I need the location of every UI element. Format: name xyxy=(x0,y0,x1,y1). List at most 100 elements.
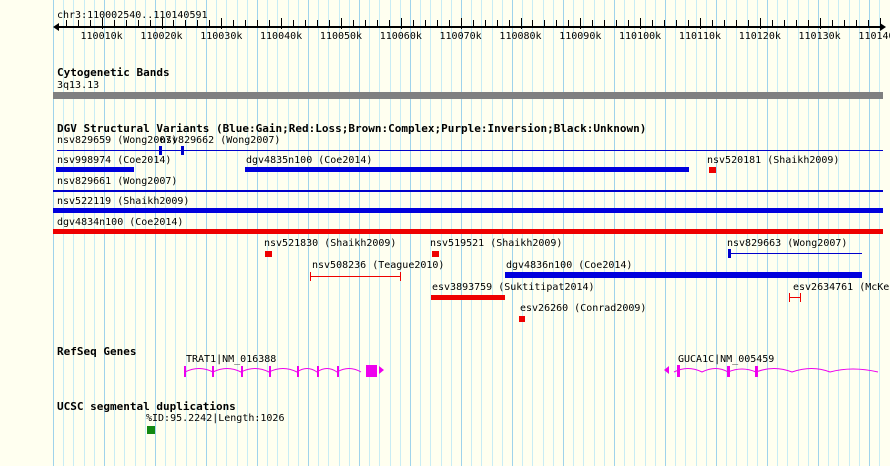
ruler-tick-label: 110070k xyxy=(439,31,482,42)
segdup-feature-block[interactable] xyxy=(147,426,155,434)
ruler-tick-major xyxy=(101,18,103,29)
ruler-tick-minor xyxy=(448,20,450,27)
cytoband-bar[interactable] xyxy=(53,92,883,99)
dgv-feature-label-esv2634761[interactable]: esv2634761 (McKe xyxy=(793,282,890,293)
ruler-tick-minor xyxy=(771,20,773,27)
dgv-feature-label-esv26260[interactable]: esv26260 (Conrad2009) xyxy=(520,303,647,314)
dgv-feature-bar-nsv522119[interactable] xyxy=(53,208,883,213)
dgv-feature-label-nsv829661[interactable]: nsv829661 (Wong2007) xyxy=(57,176,178,187)
ruler-tick-minor xyxy=(855,20,857,27)
ruler-tick-label: 110050k xyxy=(319,31,363,42)
ruler-tick-minor xyxy=(352,20,354,27)
ruler-tick-major xyxy=(879,18,881,29)
ruler-tick-minor xyxy=(185,20,187,27)
refseq-exon-trat1-3[interactable] xyxy=(241,366,243,377)
ruler-tick-minor xyxy=(484,20,486,27)
dgv-feature-label-dgv4834n100[interactable]: dgv4834n100 (Coe2014) xyxy=(57,217,184,228)
segdup-feature-label[interactable]: %ID:95.2242|Length:1026 xyxy=(146,413,285,424)
ruler-tick-label: 110040k xyxy=(260,31,303,42)
ruler-tick-major xyxy=(161,18,163,29)
refseq-exon-guca1c-2[interactable] xyxy=(727,366,730,377)
ruler-tick-minor xyxy=(711,20,713,27)
ruler-tick-major xyxy=(281,18,283,29)
dgv-feature-bar-dgv4834n100[interactable] xyxy=(53,229,883,234)
ruler-tick-minor xyxy=(197,20,199,27)
dgv-feature-label-dgv4835n100[interactable]: dgv4835n100 (Coe2014) xyxy=(246,155,373,166)
ruler-tick-minor xyxy=(735,20,737,27)
ruler-tick-minor xyxy=(664,20,666,27)
dgv-feature-label-nsv508236[interactable]: nsv508236 (Teague2010) xyxy=(312,260,445,271)
ruler-tick-minor xyxy=(173,20,175,27)
dgv-feature-tick-nsv829663[interactable] xyxy=(728,249,731,258)
dgv-feature-square-nsv519521[interactable] xyxy=(432,251,439,257)
ruler-tick-major xyxy=(700,18,701,29)
refseq-exon-trat1-6[interactable] xyxy=(317,366,319,377)
dgv-feature-bar-nsv998974[interactable] xyxy=(56,167,134,172)
ruler-tick-minor xyxy=(436,20,438,27)
dgv-feature-bar-esv3893759[interactable] xyxy=(431,295,505,300)
dgv-feature-square-nsv521830[interactable] xyxy=(265,251,272,257)
ruler-tick-major xyxy=(819,18,821,29)
dgv-feature-line-nsv829663[interactable] xyxy=(729,253,862,254)
ruler-tick-minor xyxy=(269,20,271,27)
refseq-track-title: RefSeq Genes xyxy=(57,345,137,358)
ruler-tick-minor xyxy=(77,20,79,27)
ruler-tick-label: 110030k xyxy=(200,31,243,42)
refseq-exon-guca1c-1[interactable] xyxy=(677,365,680,377)
ruler-axis xyxy=(57,26,883,28)
ruler-tick-minor xyxy=(149,20,151,27)
ruler-tick-minor xyxy=(544,20,546,27)
ruler-tick-minor xyxy=(329,20,330,27)
cytoband-track-title: Cytogenetic Bands xyxy=(57,66,170,79)
ruler-tick-minor xyxy=(676,20,677,27)
ruler-tick-label: 110130k xyxy=(798,31,841,42)
dgv-feature-label-nsv829663[interactable]: nsv829663 (Wong2007) xyxy=(727,238,848,249)
refseq-gene-introns-trat1 xyxy=(184,368,362,373)
ruler-tick-minor xyxy=(867,20,869,27)
dgv-feature-square-esv26260[interactable] xyxy=(519,316,525,322)
ruler-tick-minor xyxy=(364,20,366,27)
refseq-exon-trat1-4[interactable] xyxy=(269,366,271,377)
dgv-feature-label-nsv829659[interactable]: nsv829659 (Wong2007) xyxy=(57,135,178,146)
ruler-tick-minor xyxy=(388,20,390,27)
dgv-feature-label-dgv4836n100[interactable]: dgv4836n100 (Coe2014) xyxy=(506,260,633,271)
refseq-exon-trat1-2[interactable] xyxy=(212,366,214,377)
dgv-feature-label-nsv829662[interactable]: nsv829662 (Wong2007) xyxy=(160,135,281,146)
ruler-tick-major xyxy=(520,18,522,29)
dgv-feature-bracket-cap-right-nsv508236 xyxy=(400,272,401,281)
ruler-tick-minor xyxy=(293,20,295,27)
ruler-tick-minor xyxy=(65,20,67,27)
ruler-tick-major xyxy=(759,18,761,29)
segdup-track-title: UCSC segmental duplications xyxy=(57,400,236,413)
refseq-exon-trat1-7[interactable] xyxy=(337,366,339,377)
ruler-tick-minor xyxy=(723,20,725,27)
ruler-tick-minor xyxy=(245,20,247,27)
ruler-tick-minor xyxy=(89,20,91,27)
dgv-feature-tick-nsv829659[interactable] xyxy=(159,146,162,155)
ruler-tick-major xyxy=(400,18,402,29)
refseq-exon-guca1c-3[interactable] xyxy=(755,366,758,377)
refseq-exon-trat1-5[interactable] xyxy=(297,366,299,377)
dgv-feature-tick-nsv829662[interactable] xyxy=(181,146,184,155)
refseq-exon-trat1-last[interactable] xyxy=(366,365,377,377)
dgv-feature-label-nsv519521[interactable]: nsv519521 (Shaikh2009) xyxy=(430,238,563,249)
ruler-tick-minor xyxy=(568,20,570,27)
dgv-feature-bracket-line-nsv508236[interactable] xyxy=(310,276,401,277)
refseq-gene-label-guca1c[interactable]: GUCA1C|NM_005459 xyxy=(678,354,775,365)
dgv-feature-label-nsv521830[interactable]: nsv521830 (Shaikh2009) xyxy=(264,238,397,249)
dgv-feature-label-nsv520181[interactable]: nsv520181 (Shaikh2009) xyxy=(707,155,840,166)
dgv-feature-square-nsv520181[interactable] xyxy=(709,167,716,173)
dgv-feature-line-nsv829661[interactable] xyxy=(53,190,883,192)
dgv-feature-bar-dgv4835n100[interactable] xyxy=(245,167,689,172)
ruler-tick-label: 110100k xyxy=(619,31,662,42)
refseq-exon-trat1-1[interactable] xyxy=(184,366,186,377)
dgv-feature-label-nsv522119[interactable]: nsv522119 (Shaikh2009) xyxy=(57,196,190,207)
dgv-feature-label-nsv998974[interactable]: nsv998974 (Coe2014) xyxy=(57,155,172,166)
dgv-feature-bracket-line-esv2634761[interactable] xyxy=(789,297,801,298)
dgv-feature-label-esv3893759[interactable]: esv3893759 (Suktitipat2014) xyxy=(432,282,595,293)
dgv-feature-bar-dgv4836n100[interactable] xyxy=(505,272,862,278)
refseq-gene-label-trat1[interactable]: TRAT1|NM_016388 xyxy=(186,354,277,365)
ruler-tick-label: 110060k xyxy=(379,31,422,42)
ruler-tick-minor xyxy=(317,20,318,27)
